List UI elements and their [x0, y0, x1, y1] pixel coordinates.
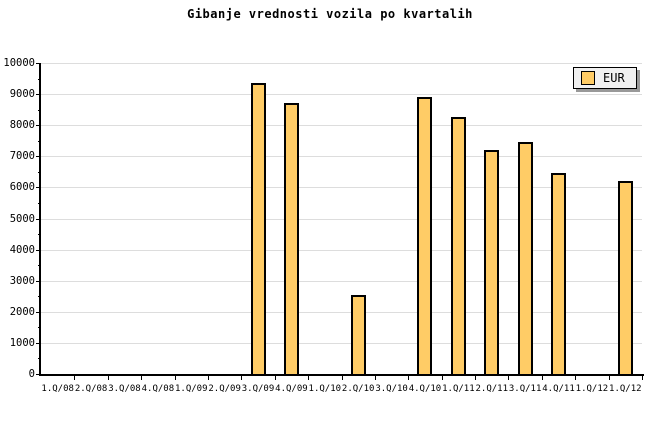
y-major-tick-9000 [36, 94, 41, 95]
x-axis-label-17: 1.Q/12 [609, 384, 642, 394]
y-major-tick-4000 [36, 250, 41, 251]
y-axis-label-4000: 4000 [9, 244, 35, 256]
bar-1q11-12 [451, 117, 466, 374]
bar-4q11-15 [551, 173, 566, 374]
y-minor-tick-500 [38, 358, 41, 359]
x-tick-8 [308, 376, 309, 380]
y-major-tick-8000 [36, 125, 41, 126]
x-tick-17 [609, 376, 610, 380]
x-axis-label-15: 4.Q/11 [542, 384, 575, 394]
x-tick-5 [208, 376, 209, 380]
x-tick-2 [108, 376, 109, 380]
gridline-8000 [41, 125, 642, 126]
x-axis-label-1: 2.Q/08 [74, 384, 108, 394]
bar-4q10-11 [417, 97, 432, 374]
bar-2q11-13 [484, 150, 499, 374]
x-tick-13 [475, 376, 476, 380]
y-major-tick-0 [36, 374, 41, 375]
y-axis-label-3000: 3000 [9, 275, 35, 287]
gridline-5000 [41, 219, 642, 220]
x-tick-11 [408, 376, 409, 380]
y-minor-tick-6500 [38, 172, 41, 173]
gridline-10000 [41, 63, 642, 64]
x-axis-label-5: 2.Q/09 [208, 384, 241, 394]
y-minor-tick-4500 [38, 234, 41, 235]
x-axis-label-16: 1.Q/12 [575, 384, 609, 394]
bar-4q09-7 [284, 103, 299, 374]
y-major-tick-10000 [36, 63, 41, 64]
gridline-1000 [41, 343, 642, 344]
x-axis-label-6: 3.Q/09 [241, 384, 275, 394]
y-minor-tick-7500 [38, 141, 41, 142]
y-minor-tick-5500 [38, 203, 41, 204]
bar-1q12-17 [618, 181, 633, 374]
y-minor-tick-1500 [38, 327, 41, 328]
y-axis-label-5000: 5000 [9, 213, 35, 225]
x-axis-label-11: 4.Q/10 [408, 384, 442, 394]
y-major-tick-5000 [36, 219, 41, 220]
x-tick-15 [542, 376, 543, 380]
x-tick-12 [442, 376, 443, 380]
x-axis-label-3: 4.Q/08 [141, 384, 175, 394]
chart-title: Gibanje vrednosti vozila po kvartalih [187, 7, 473, 21]
gridline-9000 [41, 94, 642, 95]
x-axis-label-4: 1.Q/09 [174, 384, 208, 394]
y-major-tick-2000 [36, 312, 41, 313]
gridline-2000 [41, 312, 642, 313]
y-minor-tick-8500 [38, 110, 41, 111]
x-axis-label-13: 2.Q/11 [475, 384, 509, 394]
gridline-3000 [41, 281, 642, 282]
y-major-tick-7000 [36, 156, 41, 157]
x-tick-7 [275, 376, 276, 380]
y-minor-tick-2500 [38, 296, 41, 297]
gridline-6000 [41, 187, 642, 188]
x-axis-label-0: 1.Q/08 [41, 384, 74, 394]
gridline-7000 [41, 156, 642, 157]
y-axis-label-2000: 2000 [9, 306, 35, 318]
x-tick-16 [575, 376, 576, 380]
x-axis-label-7: 4.Q/09 [275, 384, 308, 394]
y-axis-label-1000: 1000 [9, 337, 35, 349]
y-major-tick-3000 [36, 281, 41, 282]
x-axis-label-10: 3.Q/10 [375, 384, 408, 394]
gridline-4000 [41, 250, 642, 251]
y-minor-tick-9500 [38, 79, 41, 80]
y-axis-label-7000: 7000 [9, 150, 35, 162]
legend-swatch-eur [581, 71, 595, 85]
x-tick-10 [375, 376, 376, 380]
x-axis-label-2: 3.Q/08 [108, 384, 141, 394]
y-major-tick-1000 [36, 343, 41, 344]
y-axis-label-10000: 10000 [3, 57, 35, 69]
x-tick-6 [241, 376, 242, 380]
x-axis-label-8: 1.Q/10 [308, 384, 342, 394]
x-axis-line [39, 374, 644, 376]
x-tick-18 [642, 376, 643, 380]
bar-3q09-6 [251, 83, 266, 374]
y-major-tick-6000 [36, 187, 41, 188]
x-axis-label-9: 2.Q/10 [341, 384, 375, 394]
y-minor-tick-3500 [38, 265, 41, 266]
y-axis-label-9000: 9000 [9, 88, 35, 100]
y-axis-label-8000: 8000 [9, 119, 35, 131]
y-axis-label-0: 0 [28, 368, 35, 380]
x-tick-3 [141, 376, 142, 380]
x-axis-label-12: 1.Q/11 [442, 384, 475, 394]
bar-3q11-14 [518, 142, 533, 374]
bar-2q10-9 [351, 295, 366, 374]
x-tick-4 [175, 376, 176, 380]
legend: EUR [573, 67, 637, 89]
x-tick-9 [342, 376, 343, 380]
x-tick-1 [74, 376, 75, 380]
x-tick-14 [508, 376, 509, 380]
y-axis-label-6000: 6000 [9, 181, 35, 193]
x-axis-label-14: 3.Q/11 [508, 384, 542, 394]
legend-label: EUR [603, 71, 625, 85]
